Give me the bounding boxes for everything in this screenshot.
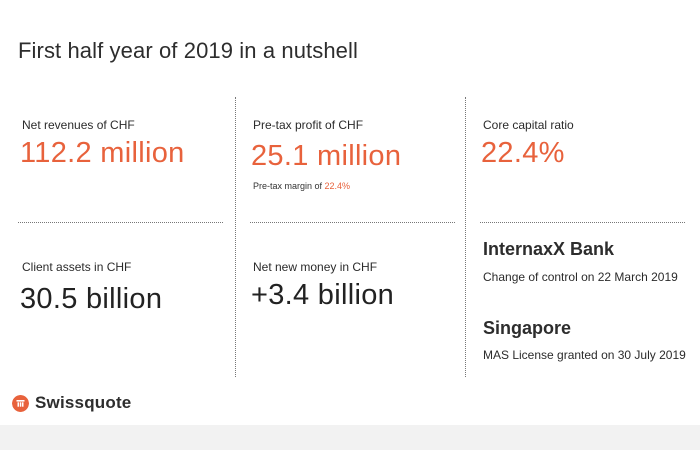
net-revenues-value: 112.2 million — [20, 137, 185, 169]
client-assets-label: Client assets in CHF — [22, 260, 132, 274]
pretax-margin-value: 22.4% — [324, 181, 351, 191]
page-title: First half year of 2019 in a nutshell — [18, 38, 358, 63]
core-capital-label: Core capital ratio — [483, 118, 574, 132]
pretax-profit-value: 25.1 million — [251, 140, 402, 172]
column-divider-2 — [465, 97, 466, 377]
net-new-money-value: +3.4 billion — [251, 279, 395, 311]
pretax-margin-prefix: Pre-tax margin of — [253, 181, 325, 191]
swissquote-logo-text: Swissquote — [35, 393, 132, 412]
net-new-money-label: Net new money in CHF — [253, 260, 378, 274]
client-assets-value: 30.5 billion — [20, 283, 163, 315]
swissquote-logo-icon — [12, 394, 29, 412]
internaxx-heading: InternaxX Bank — [483, 239, 615, 259]
row-divider-2 — [250, 222, 455, 223]
net-revenues-label: Net revenues of CHF — [22, 118, 135, 132]
singapore-text: MAS License granted on 30 July 2019 — [483, 348, 686, 362]
core-capital-value: 22.4% — [481, 137, 565, 169]
pretax-profit-label: Pre-tax profit of CHF — [253, 118, 364, 132]
row-divider-3 — [480, 222, 685, 223]
swissquote-logo: Swissquote — [12, 393, 131, 413]
singapore-heading: Singapore — [483, 318, 572, 338]
footer-band — [0, 425, 700, 450]
internaxx-text: Change of control on 22 March 2019 — [483, 270, 678, 284]
row-divider-1 — [18, 222, 223, 223]
pretax-margin-note: Pre-tax margin of 22.4% — [253, 181, 350, 191]
column-divider-1 — [235, 97, 236, 377]
